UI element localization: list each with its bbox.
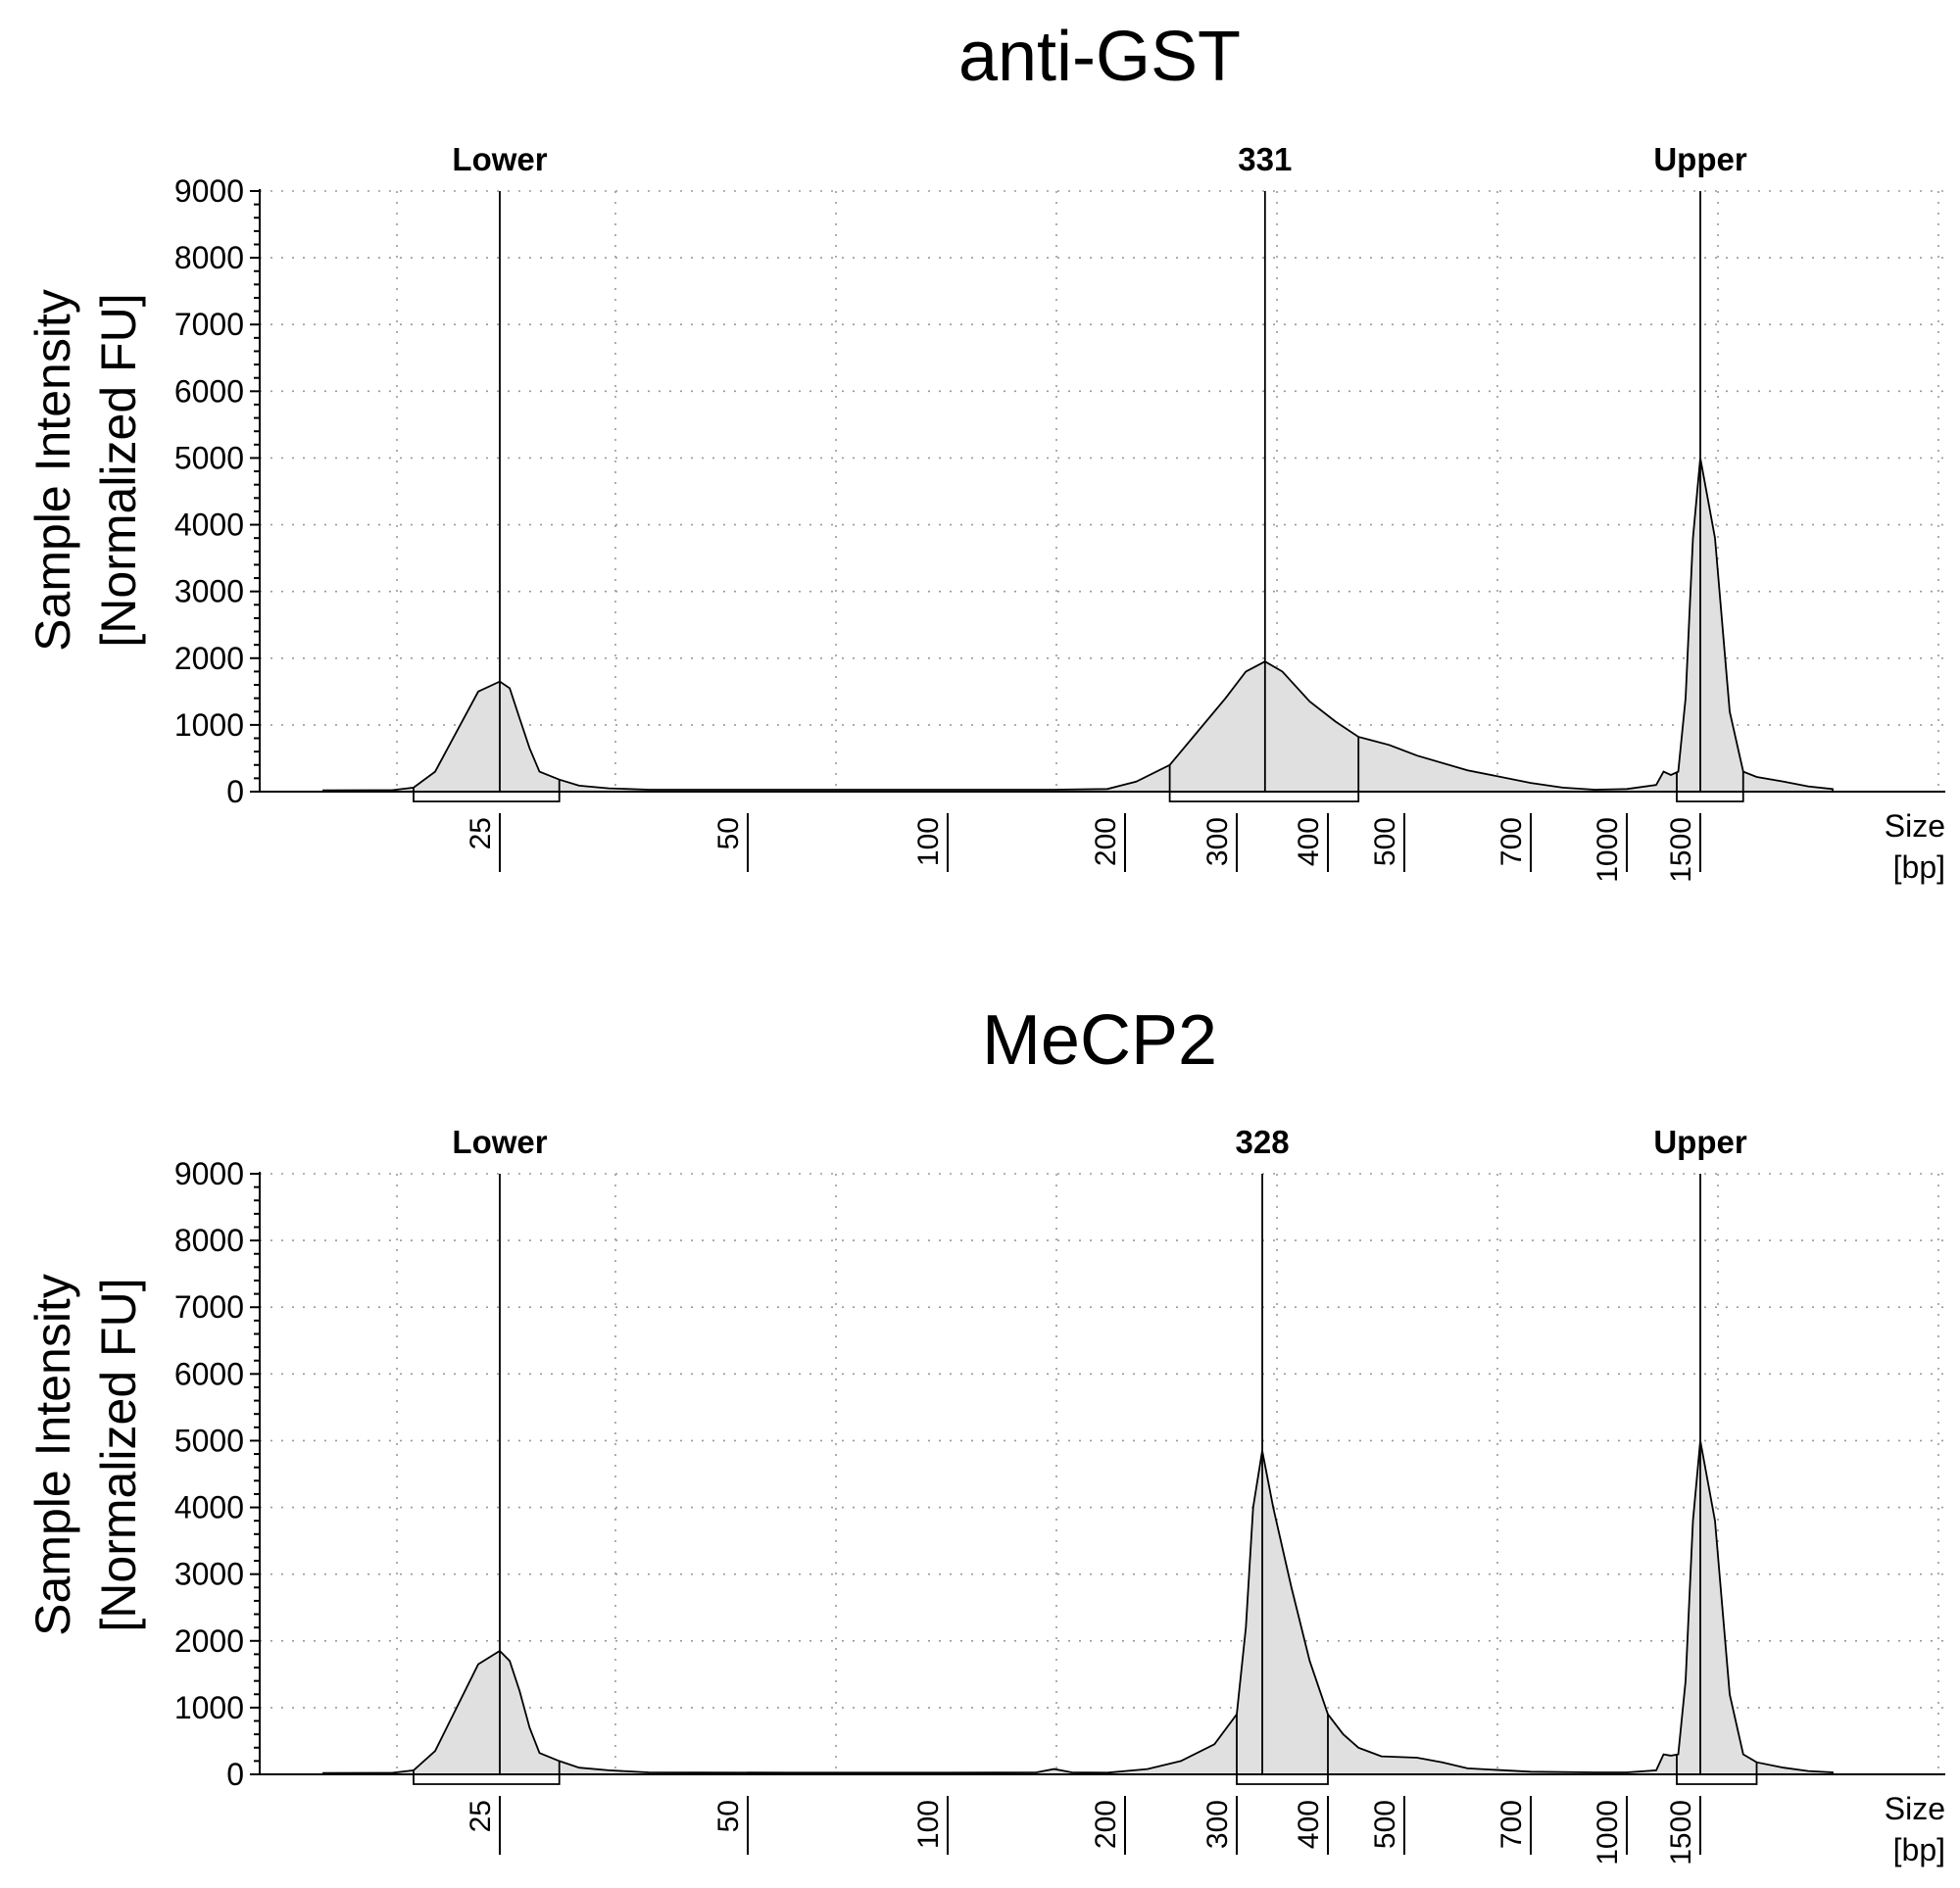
- y-tick-label: 6000: [174, 373, 244, 409]
- x-tick-label: 500: [1369, 1800, 1401, 1849]
- y-tick-label: 5000: [174, 1423, 244, 1458]
- x-tick-label: 50: [712, 817, 745, 849]
- region-bracket-2: [1236, 1774, 1329, 1785]
- gridlines: [260, 190, 1945, 792]
- x-tick-label: 400: [1293, 1800, 1325, 1849]
- y-tick-label: 8000: [174, 240, 244, 275]
- x-axis-label-line1: Size: [1885, 808, 1945, 844]
- x-tick-label: 1500: [1665, 1800, 1697, 1865]
- x-tick-label: 100: [912, 817, 945, 866]
- x-axis-label-line2: [bp]: [1893, 1832, 1945, 1867]
- y-tick-label: 7000: [174, 1289, 244, 1325]
- x-tick-label: 25: [465, 1800, 497, 1832]
- y-axis-label-line1: Sample Intensity: [25, 1274, 80, 1636]
- y-tick-label: 1000: [174, 707, 244, 743]
- y-tick-label: 3000: [174, 1557, 244, 1592]
- x-tick-label: 700: [1495, 817, 1528, 866]
- peak-label: 331: [1238, 141, 1292, 177]
- y-tick-label: 2000: [174, 641, 244, 676]
- gridlines: [260, 1173, 1945, 1774]
- x-tick-label: 300: [1201, 1800, 1234, 1849]
- y-tick-label: 4000: [174, 1490, 244, 1525]
- y-axis-label-line2: [Normalized FU]: [91, 293, 146, 647]
- y-tick-label: 7000: [174, 307, 244, 342]
- x-tick-label: 1000: [1592, 1800, 1624, 1865]
- peak-label: 328: [1236, 1124, 1290, 1160]
- x-tick-label: 1500: [1665, 817, 1697, 883]
- x-tick-label: 500: [1369, 817, 1401, 866]
- x-tick-label: 1000: [1592, 817, 1624, 883]
- y-tick-label: 2000: [174, 1623, 244, 1659]
- chart-panel-1: anti-GST Sample Intensity [Normalized FU] L…: [25, 18, 1945, 885]
- electropherogram-trace: [322, 458, 1834, 793]
- region-bracket-1: [413, 1774, 561, 1785]
- y-tick-label: 8000: [174, 1223, 244, 1258]
- x-tick-label: 300: [1201, 817, 1234, 866]
- chart-title: anti-GST: [958, 18, 1241, 96]
- y-tick-label: 0: [226, 774, 244, 809]
- x-tick-label: 50: [712, 1800, 745, 1832]
- x-tick-label: 200: [1090, 817, 1122, 866]
- electropherogram-trace: [322, 1440, 1834, 1775]
- y-axis-label-line1: Sample Intensity: [25, 289, 80, 652]
- peak-label: Upper: [1653, 1124, 1747, 1160]
- y-tick-label: 9000: [174, 173, 244, 209]
- peak-label: Upper: [1653, 141, 1747, 177]
- y-tick-label: 3000: [174, 574, 244, 609]
- peak-label: Lower: [452, 1124, 547, 1160]
- region-bracket-3: [1676, 1774, 1758, 1785]
- x-tick-label: 400: [1293, 817, 1325, 866]
- y-tick-label: 1000: [174, 1690, 244, 1725]
- chart-title: MeCP2: [982, 1001, 1217, 1080]
- peak-label: Lower: [452, 141, 547, 177]
- region-bracket-3: [1676, 792, 1744, 802]
- y-tick-label: 6000: [174, 1356, 244, 1391]
- chart-panel-2: MeCP2 Sample Intensity [Normalized FU] Lowe…: [25, 1001, 1945, 1867]
- y-tick-label: 0: [226, 1757, 244, 1792]
- x-tick-label: 25: [465, 817, 497, 849]
- x-axis-label-line1: Size: [1885, 1791, 1945, 1826]
- x-axis-label-line2: [bp]: [1893, 849, 1945, 885]
- x-tick-label: 100: [912, 1800, 945, 1849]
- y-tick-label: 9000: [174, 1156, 244, 1191]
- y-axis-label-line2: [Normalized FU]: [91, 1278, 146, 1631]
- x-tick-label: 700: [1495, 1800, 1528, 1849]
- y-tick-label: 5000: [174, 440, 244, 475]
- region-bracket-1: [413, 792, 561, 802]
- y-tick-label: 4000: [174, 508, 244, 543]
- x-tick-label: 200: [1090, 1800, 1122, 1849]
- region-bracket-2: [1168, 792, 1360, 802]
